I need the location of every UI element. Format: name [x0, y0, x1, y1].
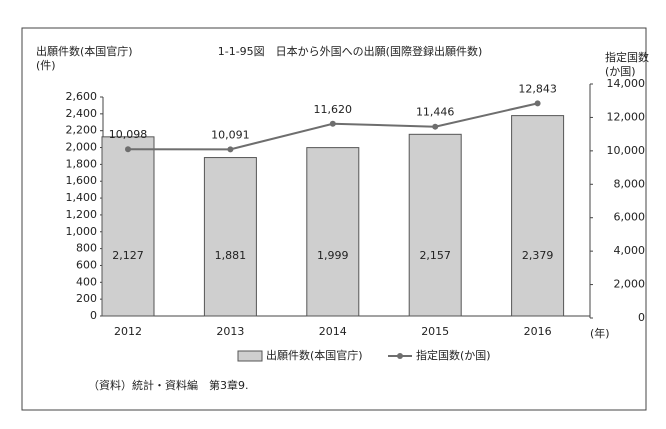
bar: [203, 157, 257, 317]
x-tick-label: 2016: [524, 325, 552, 338]
line-value-label: 10,098: [109, 128, 148, 141]
x-axis-unit: (年): [590, 326, 610, 340]
y2-axis-label: (か国): [605, 65, 636, 78]
bar-value-label: 2,127: [112, 249, 144, 262]
y-tick-label: 1,200: [66, 208, 98, 221]
bar-value-label: 1,881: [215, 249, 247, 262]
line-value-label: 11,446: [416, 106, 455, 119]
y2-tick-label: 8,000: [614, 177, 646, 190]
y-tick-label: 200: [76, 292, 97, 305]
line-value-label: 10,091: [211, 128, 250, 141]
y2-tick-label: 2,000: [614, 278, 646, 291]
line-marker: [125, 146, 131, 153]
y-tick-label: 2,600: [66, 90, 98, 103]
y2-tick-label: 4,000: [614, 244, 646, 257]
bar: [101, 136, 155, 317]
bar-value-label: 1,999: [317, 249, 349, 262]
y-tick-label: 400: [76, 275, 97, 288]
chart-title: 1-1-95図 日本から外国への出願(国際登録出願件数): [218, 44, 483, 58]
y-tick-label: 600: [76, 258, 97, 271]
line-value-label: 12,843: [518, 82, 557, 95]
bar-value-label: 2,157: [419, 249, 451, 262]
bar: [408, 133, 462, 317]
y-axis-label: (件): [36, 59, 56, 72]
y2-tick-label: 14,000: [607, 77, 646, 90]
line-marker: [432, 123, 439, 130]
y-tick-label: 0: [90, 309, 97, 322]
line-value-label: 11,620: [314, 103, 353, 116]
legend-label: 指定国数(か国): [416, 348, 491, 362]
y2-tick-label: 0: [638, 311, 645, 324]
y-tick-label: 2,200: [66, 124, 98, 137]
y-tick-label: 1,800: [66, 157, 98, 170]
y-axis-label: 出願件数(本国官庁): [36, 44, 133, 58]
x-tick-label: 2015: [421, 325, 449, 338]
legend-label: 出願件数(本国官庁): [266, 348, 363, 362]
bar: [511, 115, 565, 317]
bar-value-label: 2,379: [522, 249, 554, 262]
legend-swatch: [237, 350, 263, 362]
y2-tick-label: 10,000: [607, 144, 646, 157]
x-tick-label: 2014: [319, 325, 347, 338]
y-tick-label: 1,600: [66, 174, 98, 187]
y2-axis-label: 指定国数: [605, 50, 649, 64]
bar: [306, 147, 360, 317]
line-marker: [329, 120, 336, 127]
source-note: （資料）統計・資料編 第3章9.: [88, 378, 249, 392]
y-tick-label: 800: [76, 242, 97, 255]
x-tick-label: 2013: [216, 325, 244, 338]
y2-tick-label: 6,000: [614, 211, 646, 224]
legend-swatch: [397, 353, 403, 359]
line-marker: [227, 146, 234, 153]
x-tick-label: 2012: [114, 325, 142, 338]
line-marker: [534, 100, 541, 107]
y-tick-label: 1,000: [66, 225, 98, 238]
y-tick-label: 2,000: [66, 141, 98, 154]
y-tick-label: 2,400: [66, 107, 98, 120]
y2-tick-label: 12,000: [607, 110, 646, 123]
y-tick-label: 1,400: [66, 191, 98, 204]
